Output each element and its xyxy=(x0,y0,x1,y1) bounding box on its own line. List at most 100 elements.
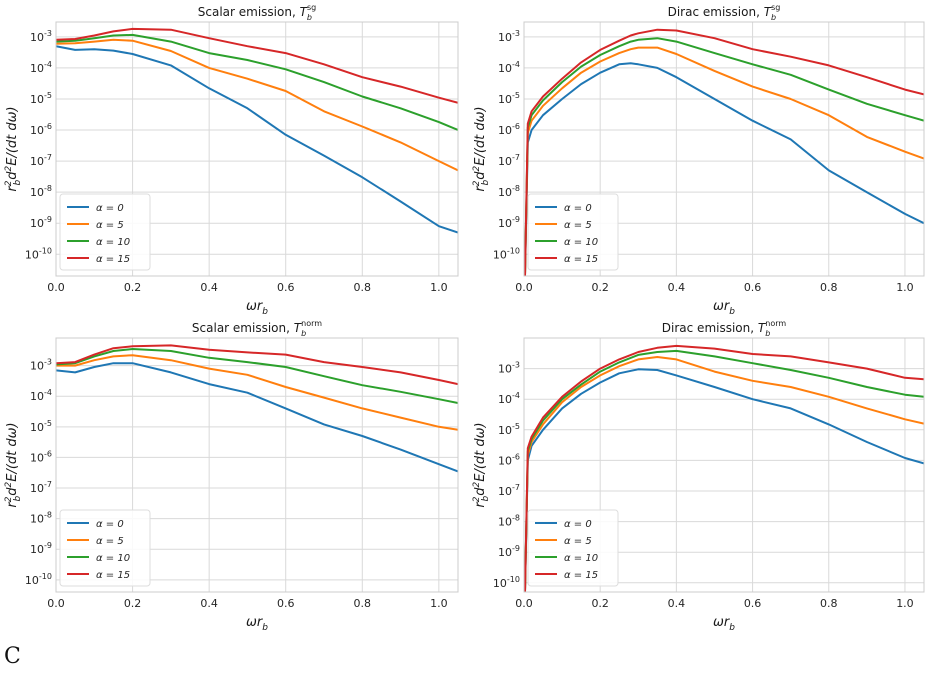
x-tick-label: 0.0 xyxy=(515,597,533,610)
x-tick-label: 0.6 xyxy=(744,597,762,610)
series-line-alpha-0 xyxy=(56,45,458,234)
legend: α = 0 α = 5 α = 10 α = 15 xyxy=(59,193,151,271)
y-tick-label: 10-4 xyxy=(498,391,520,406)
x-tick-label: 0.8 xyxy=(820,281,838,294)
plot-frame xyxy=(55,21,459,277)
y-tick-label: 10-5 xyxy=(498,91,520,106)
x-axis-label: ωrb xyxy=(246,615,268,633)
caption-fragment: C xyxy=(4,644,21,669)
y-axis-label: r2bd2E/(dt dω) xyxy=(472,106,491,191)
y-tick-label: 10-5 xyxy=(30,419,52,434)
chart-title: Dirac emission, Tbsg xyxy=(668,3,781,22)
legend-label: α = 10 xyxy=(96,553,130,564)
y-tick-label: 10-9 xyxy=(30,215,52,230)
legend-label: α = 5 xyxy=(96,536,124,547)
x-tick-label: 0.6 xyxy=(277,281,295,294)
chart-panel-4: 0.0 0.2 0.4 0.6 0.8 1.0 10-10 10-9 10-8 10-7 10-6 1… xyxy=(472,319,925,633)
y-tick-label: 10-7 xyxy=(498,153,520,168)
legend: α = 0 α = 5 α = 10 α = 15 xyxy=(527,193,619,271)
legend-label: α = 5 xyxy=(564,536,592,547)
x-tick-label: 0.2 xyxy=(124,281,142,294)
plot-frame xyxy=(523,21,925,277)
y-tick-label: 10-8 xyxy=(30,184,52,199)
x-tick-label: 0.0 xyxy=(47,281,65,294)
series-line-alpha-2 xyxy=(56,348,458,404)
chart-panel-3: 0.0 0.2 0.4 0.6 0.8 1.0 10-10 10-9 10-8 10-7 10-6 1… xyxy=(4,319,459,633)
legend-box xyxy=(527,193,619,271)
y-tick-label: 10-6 xyxy=(498,452,520,467)
x-tick-label: 0.8 xyxy=(354,281,372,294)
y-tick-label: 10-8 xyxy=(498,184,520,199)
x-tick-label: 0.4 xyxy=(668,597,686,610)
series-line-alpha-1 xyxy=(524,46,924,276)
legend-label: α = 0 xyxy=(96,203,124,214)
x-tick-label: 1.0 xyxy=(430,597,448,610)
series-line-alpha-0 xyxy=(524,368,924,592)
legend-label: α = 15 xyxy=(96,254,130,265)
y-tick-label: 10-9 xyxy=(498,544,520,559)
y-axis-label: r2bd2E/(dt dω) xyxy=(4,106,23,191)
plot-frame xyxy=(523,337,925,593)
x-tick-label: 0.2 xyxy=(591,597,609,610)
y-tick-label: 10-6 xyxy=(498,122,520,137)
y-tick-label: 10-3 xyxy=(30,29,52,44)
y-tick-label: 10-10 xyxy=(25,246,52,261)
chart-panel-2: 0.0 0.2 0.4 0.6 0.8 1.0 10-10 10-9 10-8 10-7 10-6 1… xyxy=(472,3,925,317)
x-axis-label: ωrb xyxy=(246,299,268,317)
legend-label: α = 5 xyxy=(564,220,592,231)
figure: 0.0 0.2 0.4 0.6 0.8 1.0 10-10 10-9 10-8 10-7 10-6 1… xyxy=(4,3,925,633)
y-axis-label: r2bd2E/(dt dω) xyxy=(472,422,491,507)
series-line-alpha-3 xyxy=(524,344,924,592)
y-tick-label: 10-6 xyxy=(30,122,52,137)
x-tick-label: 1.0 xyxy=(896,281,914,294)
series-line-alpha-2 xyxy=(56,33,458,131)
y-tick-label: 10-8 xyxy=(498,514,520,529)
chart-title: Scalar emission, Tbnorm xyxy=(192,319,322,338)
chart-title: Dirac emission, Tbnorm xyxy=(662,319,787,338)
y-tick-label: 10-10 xyxy=(493,246,520,261)
legend-label: α = 5 xyxy=(96,220,124,231)
x-tick-label: 0.6 xyxy=(277,597,295,610)
chart-panel-1: 0.0 0.2 0.4 0.6 0.8 1.0 10-10 10-9 10-8 10-7 10-6 1… xyxy=(4,3,459,317)
series-line-alpha-3 xyxy=(56,27,458,104)
y-tick-label: 10-4 xyxy=(498,60,520,75)
y-tick-label: 10-10 xyxy=(25,572,52,587)
plot-frame xyxy=(55,337,459,593)
legend-label: α = 15 xyxy=(96,570,130,581)
y-tick-label: 10-7 xyxy=(30,480,52,495)
x-tick-label: 0.4 xyxy=(668,281,686,294)
legend-label: α = 10 xyxy=(564,237,598,248)
y-tick-label: 10-3 xyxy=(498,29,520,44)
x-tick-label: 0.4 xyxy=(200,281,218,294)
y-tick-label: 10-4 xyxy=(30,388,52,403)
x-tick-label: 0.2 xyxy=(124,597,142,610)
series-line-alpha-1 xyxy=(524,356,924,592)
legend-label: α = 0 xyxy=(564,519,592,530)
x-tick-label: 0.2 xyxy=(591,281,609,294)
series-line-alpha-3 xyxy=(524,28,924,276)
x-axis-label: ωrb xyxy=(713,299,735,317)
legend-label: α = 0 xyxy=(564,203,592,214)
legend-box xyxy=(59,193,151,271)
legend: α = 0 α = 5 α = 10 α = 15 xyxy=(59,509,151,587)
y-tick-label: 10-7 xyxy=(498,483,520,498)
y-tick-label: 10-5 xyxy=(30,91,52,106)
series-line-alpha-2 xyxy=(524,37,924,276)
series-line-alpha-2 xyxy=(524,349,924,592)
legend-label: α = 10 xyxy=(564,553,598,564)
y-tick-label: 10-3 xyxy=(498,361,520,376)
y-tick-label: 10-9 xyxy=(30,541,52,556)
x-tick-label: 0.8 xyxy=(820,597,838,610)
legend-box xyxy=(527,509,619,587)
series-line-alpha-1 xyxy=(56,38,458,172)
y-tick-label: 10-9 xyxy=(498,215,520,230)
x-tick-label: 0.0 xyxy=(47,597,65,610)
legend-box xyxy=(59,509,151,587)
y-tick-label: 10-8 xyxy=(30,511,52,526)
legend: α = 0 α = 5 α = 10 α = 15 xyxy=(527,509,619,587)
x-tick-label: 0.0 xyxy=(515,281,533,294)
y-tick-label: 10-4 xyxy=(30,60,52,75)
y-tick-label: 10-3 xyxy=(30,358,52,373)
x-tick-label: 1.0 xyxy=(430,281,448,294)
series-line-alpha-0 xyxy=(524,62,924,276)
